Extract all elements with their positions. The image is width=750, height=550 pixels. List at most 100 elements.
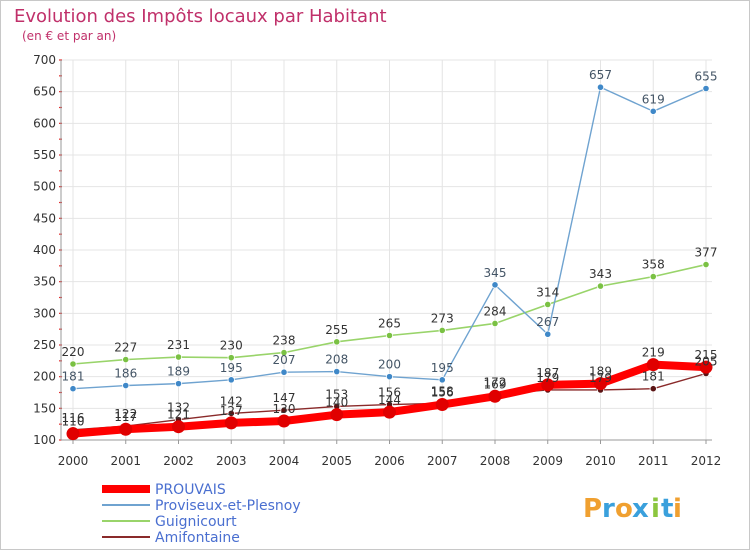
data-point-guignicourt (649, 272, 657, 281)
data-label-prouvais: 121 (167, 408, 190, 422)
data-label-proviseux-et-plesnoy: 657 (589, 68, 612, 82)
data-point-prouvais (119, 422, 133, 436)
data-point-proviseux-et-plesnoy (280, 368, 288, 376)
logo-letter: i (673, 494, 682, 524)
series-layer (66, 83, 713, 441)
data-point-prouvais (646, 358, 660, 372)
data-label-guignicourt: 227 (114, 341, 137, 355)
data-label-guignicourt: 273 (431, 311, 454, 325)
data-label-proviseux-et-plesnoy: 655 (695, 70, 718, 84)
chart-title: Evolution des Impôts locaux par Habitant (14, 6, 387, 27)
data-label-prouvais: 187 (536, 366, 559, 380)
data-label-proviseux-et-plesnoy: 200 (378, 358, 401, 372)
y-tick-label: 200 (33, 370, 56, 384)
data-label-amifontaine: 156 (378, 386, 401, 400)
data-label-proviseux-et-plesnoy: 195 (220, 361, 243, 375)
x-tick-label: 2000 (58, 454, 89, 468)
data-point-guignicourt (227, 354, 235, 362)
data-label-proviseux-et-plesnoy: 189 (167, 365, 190, 379)
data-point-prouvais (277, 414, 291, 428)
data-point-guignicourt (174, 353, 183, 361)
data-label-proviseux-et-plesnoy: 208 (325, 353, 348, 367)
data-point-prouvais (488, 389, 502, 403)
data-label-guignicourt: 284 (484, 304, 507, 318)
y-tick-label: 100 (33, 433, 56, 447)
x-tick-label: 2010 (585, 454, 616, 468)
y-tick-label: 300 (33, 306, 56, 320)
x-tick-label: 2009 (532, 454, 563, 468)
y-tick-label: 700 (33, 53, 56, 67)
data-label-prouvais: 215 (695, 348, 718, 362)
x-tick-label: 2007 (427, 454, 458, 468)
data-point-guignicourt (438, 326, 446, 335)
data-label-proviseux-et-plesnoy: 267 (536, 315, 559, 329)
x-tick-label: 2005 (321, 454, 352, 468)
data-label-amifontaine: 142 (220, 394, 243, 408)
data-label-prouvais: 127 (220, 404, 243, 418)
data-label-proviseux-et-plesnoy: 186 (114, 367, 137, 381)
data-label-amifontaine: 122 (114, 407, 137, 421)
data-label-prouvais: 189 (589, 365, 612, 379)
legend-label-guignicourt: Guignicourt (155, 514, 237, 530)
data-point-prouvais (66, 427, 80, 441)
logo-letter: o (615, 494, 633, 524)
data-point-prouvais (383, 405, 396, 419)
legend-label-prouvais: PROUVAIS (155, 482, 226, 498)
data-point-guignicourt (385, 331, 394, 340)
data-point-guignicourt (280, 348, 288, 357)
data-label-amifontaine: 158 (431, 384, 454, 398)
data-point-proviseux-et-plesnoy (702, 84, 710, 93)
y-tick-label: 150 (33, 401, 56, 415)
data-label-prouvais: 219 (642, 346, 665, 360)
data-point-proviseux-et-plesnoy (491, 281, 499, 289)
x-tick-label: 2008 (480, 454, 511, 468)
data-point-prouvais (172, 420, 185, 434)
data-point-prouvais (699, 360, 713, 374)
data-point-proviseux-et-plesnoy (649, 107, 657, 115)
x-tick-label: 2003 (216, 454, 247, 468)
data-label-guignicourt: 231 (167, 338, 190, 352)
data-label-prouvais: 156 (431, 386, 454, 400)
data-label-guignicourt: 377 (695, 246, 718, 260)
data-point-guignicourt (333, 338, 341, 346)
data-label-guignicourt: 265 (378, 317, 401, 331)
logo-letter: r (602, 494, 615, 524)
data-point-amifontaine (280, 406, 288, 414)
data-label-proviseux-et-plesnoy: 181 (62, 370, 85, 384)
y-tick-label: 650 (33, 85, 56, 99)
data-label-amifontaine: 153 (325, 387, 348, 401)
y-tick-label: 350 (33, 275, 56, 289)
data-label-guignicourt: 238 (273, 334, 296, 348)
data-point-guignicourt (596, 282, 605, 290)
data-point-amifontaine (649, 385, 657, 393)
data-point-guignicourt (544, 300, 552, 309)
logo-letter: P (583, 494, 602, 524)
y-tick-label: 600 (33, 116, 56, 130)
y-tick-label: 250 (33, 338, 56, 352)
data-label-amifontaine: 179 (589, 371, 612, 385)
data-label-proviseux-et-plesnoy: 345 (484, 266, 507, 280)
data-label-prouvais: 144 (378, 393, 401, 407)
data-point-prouvais (594, 377, 607, 391)
data-label-amifontaine: 116 (62, 411, 85, 425)
data-label-prouvais: 110 (62, 415, 85, 429)
legend: PROUVAISProviseux-et-PlesnoyGuignicourtA… (102, 482, 301, 546)
data-label-amifontaine: 132 (167, 401, 190, 415)
data-label-guignicourt: 314 (536, 285, 559, 299)
data-point-proviseux-et-plesnoy (333, 367, 341, 376)
data-point-proviseux-et-plesnoy (69, 385, 77, 393)
data-label-proviseux-et-plesnoy: 619 (642, 92, 665, 106)
data-label-amifontaine: 147 (273, 391, 296, 405)
data-label-guignicourt: 358 (642, 258, 665, 272)
data-point-proviseux-et-plesnoy (544, 330, 552, 338)
data-labels: 220 227 231 230 238 255 265 273 284 314 343 358 377 1… (62, 68, 718, 428)
data-label-prouvais: 140 (325, 396, 348, 410)
data-point-prouvais (224, 416, 238, 430)
data-label-guignicourt: 220 (62, 345, 85, 359)
data-label-prouvais: 117 (114, 410, 137, 424)
data-label-amifontaine: 172 (484, 375, 507, 389)
data-label-amifontaine: 179 (536, 371, 559, 385)
data-point-proviseux-et-plesnoy (174, 380, 183, 388)
